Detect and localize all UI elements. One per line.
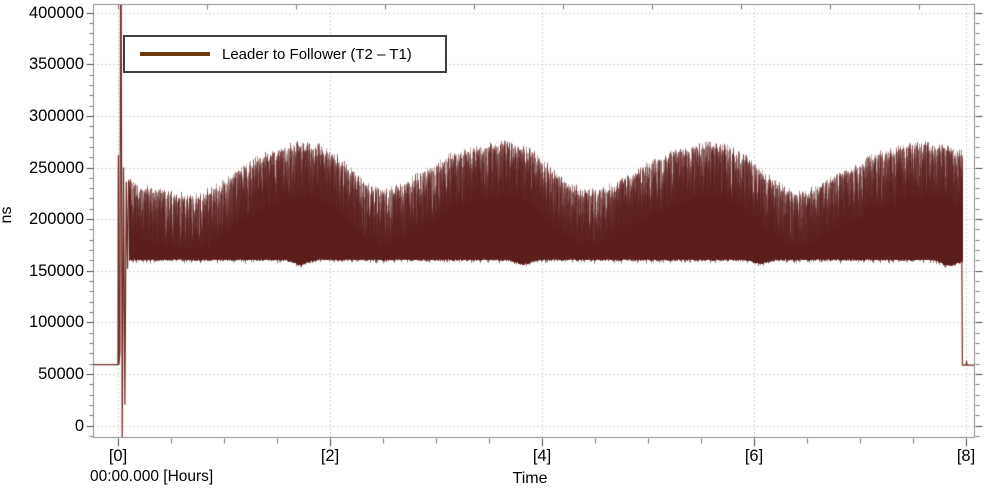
- y-tick-label: 150000: [28, 261, 84, 280]
- y-tick-label: 300000: [28, 106, 84, 125]
- y-tick-label: 0: [74, 416, 84, 435]
- x-tick-label: [4]: [532, 447, 552, 465]
- x-axis-unit-label: 00:00.000 [Hours]: [90, 468, 214, 485]
- y-tick-label: 100000: [28, 313, 84, 332]
- x-tick-label: [0]: [108, 447, 128, 465]
- legend-line-swatch: [140, 52, 210, 56]
- legend-series-label: Leader to Follower (T2 – T1): [222, 45, 412, 63]
- legend-box: Leader to Follower (T2 – T1): [123, 35, 447, 73]
- x-tick-label: [8]: [956, 447, 976, 465]
- y-tick-label: 250000: [28, 158, 84, 177]
- y-tick-label: 400000: [28, 3, 84, 22]
- y-tick-label: 50000: [38, 364, 84, 383]
- x-tick-label: [2]: [320, 447, 340, 465]
- x-tick-label: [6]: [744, 447, 764, 465]
- y-tick-label: 200000: [28, 210, 84, 229]
- y-tick-label: 350000: [28, 55, 84, 74]
- x-axis-title: Time: [512, 470, 548, 487]
